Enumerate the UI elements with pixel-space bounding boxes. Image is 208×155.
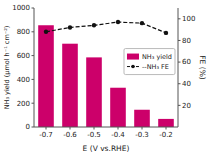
x-tick-label: -0.3 [135,131,149,139]
bar [38,25,54,127]
y2-tick-label: 80 [182,37,191,45]
y-tick-label: 200 [17,100,30,108]
marker [116,20,120,24]
y2-tick-label: 60 [182,58,191,66]
y2-tick [178,83,181,84]
bar [134,110,150,127]
y2-tick-label: 100 [182,15,195,23]
y-tick [32,127,35,128]
legend-marker [131,65,135,69]
legend-box [124,49,175,75]
y-axis-line [34,8,35,127]
y-tick [32,103,35,104]
y-tick-label: 400 [17,76,30,84]
y-axis-label: NH₃ yield (μmol h⁻¹ cm⁻²) [3,26,11,110]
legend-swatch [127,54,139,60]
legend-label: NH₃ yield [142,53,172,61]
bar [86,57,102,127]
x-tick [94,127,95,130]
x-tick [70,127,71,130]
y-tick-label: 1000 [12,4,30,12]
chart: -0.7 -0.6 -0.5 -0.4 -0.3 -0.2 0 200 400 600 800 100… [0,0,208,155]
x-tick-label: -0.4 [111,131,125,139]
y2-tick [178,40,181,41]
y-tick [32,8,35,9]
y-tick [32,79,35,80]
line [46,22,166,33]
x-tick [118,127,119,130]
bar [158,119,174,127]
y-tick-label: 600 [17,52,30,60]
x-tick-label: -0.2 [159,131,173,139]
marker [164,31,168,35]
y2-tick [178,105,181,106]
y-tick [32,55,35,56]
x-axis-label: E (V vs.RHE) [83,144,130,153]
x-tick-label: -0.7 [39,131,53,139]
x-tick [166,127,167,130]
y2-tick [178,62,181,63]
y-tick-label: 800 [17,28,30,36]
legend-label: --NH₃ FE [142,63,169,71]
y-tick-label: 0 [26,123,30,131]
y2-axis-line [178,8,179,127]
marker [68,25,72,29]
marker [92,23,96,27]
marker [140,21,144,25]
x-tick-label: -0.6 [63,131,77,139]
y2-tick [178,18,181,19]
bar [62,44,78,127]
marker [44,30,48,34]
y-tick [32,31,35,32]
x-axis-line [34,127,178,128]
y2-axis-label: FE (%) [198,55,207,79]
legend: NH₃ yield --NH₃ FE [124,49,175,75]
x-tick [142,127,143,130]
x-tick-label: -0.5 [87,131,101,139]
y2-tick-label: 40 [182,80,191,88]
y2-tick-label: 20 [182,102,191,110]
x-tick [46,127,47,130]
bar [110,88,126,127]
